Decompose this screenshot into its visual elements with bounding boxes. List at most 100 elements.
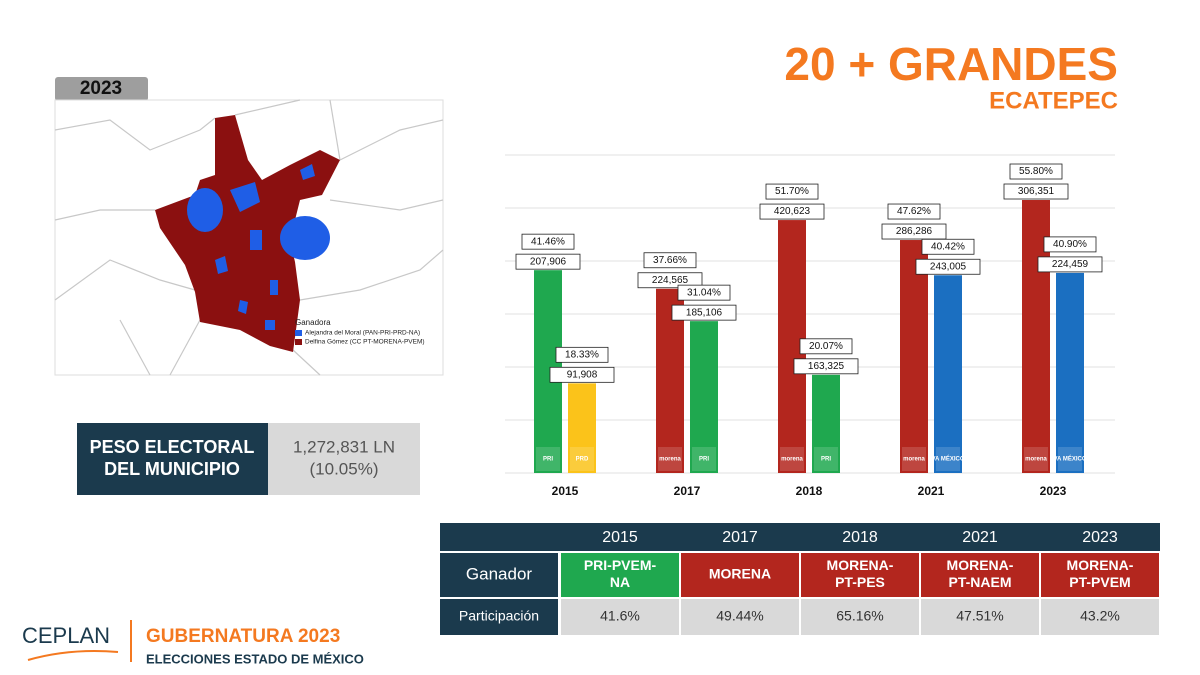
results-table: 2015 2017 2018 2021 2023 Ganador PRI-PVEM-NA MO… xyxy=(440,523,1160,635)
votes-label: 420,623 xyxy=(774,206,811,217)
pct-box xyxy=(521,233,575,250)
badge: 2023 xyxy=(80,78,122,99)
x-tick-label: 2021 xyxy=(918,484,945,498)
cell-bg xyxy=(921,599,1039,635)
votes-box xyxy=(793,358,859,375)
cell-bg xyxy=(801,553,919,597)
row-label: Participación xyxy=(459,608,539,624)
x-tick-label: 2017 xyxy=(674,484,701,498)
pct-label: 51.70% xyxy=(775,186,809,197)
weight-label: PESO ELECTORAL xyxy=(90,437,255,457)
votes-box xyxy=(915,258,981,275)
weight-label-bg xyxy=(77,423,268,495)
legend-label: Alejandra del Moral (PAN-PRI-PRD-NA) xyxy=(305,330,420,337)
x-tick-label: 2023 xyxy=(1040,484,1067,498)
table-header-bg xyxy=(440,523,1160,551)
cell-text: PT-PES xyxy=(835,574,885,590)
party-logo: VA MÉXICO xyxy=(931,455,964,463)
pct-box xyxy=(643,252,697,269)
party-logo: morena xyxy=(659,457,681,463)
pct-label: 41.46% xyxy=(531,236,565,247)
map-blue xyxy=(280,216,330,260)
votes-box xyxy=(881,223,947,240)
title: 20 + GRANDES xyxy=(784,38,1118,90)
cell-text: MORENA xyxy=(709,566,771,582)
pct-box xyxy=(677,284,731,301)
votes-label: 286,286 xyxy=(896,226,933,237)
pct-box xyxy=(887,203,941,220)
column-header: 2021 xyxy=(962,529,998,546)
map-blue xyxy=(187,188,223,232)
footer-title: GUBERNATURA 2023 xyxy=(146,626,340,647)
legend-swatch xyxy=(295,339,302,345)
party-logo: morena xyxy=(781,457,803,463)
map-blue xyxy=(215,164,315,330)
weight-value: (10.05%) xyxy=(310,459,379,478)
bar xyxy=(934,275,962,473)
map-legend: Alejandra del Moral (PAN-PRI-PRD-NA) Delf… xyxy=(295,330,425,346)
logo-bg xyxy=(902,447,926,471)
party-logo: PRI xyxy=(543,457,553,463)
cell-bg xyxy=(681,553,799,597)
pct-box xyxy=(921,238,975,255)
bar xyxy=(900,240,928,473)
party-logo: PRD xyxy=(576,457,589,463)
pct-box xyxy=(799,338,853,355)
bar xyxy=(812,374,840,473)
x-tick-label: 2015 xyxy=(552,484,579,498)
row-label-bg xyxy=(440,599,558,635)
pct-box xyxy=(1009,163,1063,180)
cell-text: 49.44% xyxy=(716,608,763,624)
logo-bg xyxy=(1024,447,1048,471)
map xyxy=(54,99,444,376)
row-label: Ganador xyxy=(466,564,532,583)
column-header: 2023 xyxy=(1082,529,1118,546)
legend-swatch xyxy=(295,330,302,336)
votes-label: 185,106 xyxy=(686,307,723,318)
votes-label: 163,325 xyxy=(808,361,845,372)
cell-text: 43.2% xyxy=(1080,608,1120,624)
votes-box xyxy=(515,253,581,270)
bar xyxy=(568,383,596,473)
votes-label: 306,351 xyxy=(1018,186,1055,197)
votes-label: 91,908 xyxy=(567,369,598,380)
pct-box xyxy=(555,346,609,363)
weight-value: 1,272,831 LN xyxy=(293,437,395,456)
votes-box xyxy=(549,366,615,383)
pct-label: 47.62% xyxy=(897,206,931,217)
party-logo: PRI xyxy=(699,457,709,463)
cell-text: NA xyxy=(610,574,630,590)
logo-bg xyxy=(780,447,804,471)
cell-text: MORENA- xyxy=(1067,557,1134,573)
pct-label: 40.90% xyxy=(1053,239,1087,250)
pct-label: 55.80% xyxy=(1019,166,1053,177)
bar-chart: 2015 PRI 207,906 41.46% PRD 91,908 18.33% 2017 m… xyxy=(505,154,1115,498)
party-logo: PRI xyxy=(821,457,831,463)
cell-text: 41.6% xyxy=(600,608,640,624)
column-header: 2015 xyxy=(602,529,638,546)
pct-label: 20.07% xyxy=(809,341,843,352)
votes-label: 224,459 xyxy=(1052,259,1089,270)
pct-box xyxy=(1043,236,1097,253)
cell-bg xyxy=(1041,553,1159,597)
column-header: 2018 xyxy=(842,529,878,546)
logo-bg xyxy=(536,447,560,471)
weight-value-bg xyxy=(268,423,420,495)
cell-bg xyxy=(561,599,679,635)
cell-text: PRI-PVEM- xyxy=(584,557,657,573)
pct-label: 18.33% xyxy=(565,349,599,360)
cell-text: 47.51% xyxy=(956,608,1003,624)
cell-text: MORENA- xyxy=(947,557,1014,573)
party-logo: VA MÉXICO xyxy=(1053,455,1086,463)
votes-box xyxy=(1003,183,1069,200)
party-logo: morena xyxy=(1025,457,1047,463)
logo-bg xyxy=(814,447,838,471)
map-boundaries xyxy=(54,99,444,376)
cell-text: PT-NAEM xyxy=(949,574,1012,590)
votes-label: 243,005 xyxy=(930,261,967,272)
logo-bg xyxy=(570,447,594,471)
cell-text: 65.16% xyxy=(836,608,883,624)
pct-box xyxy=(765,183,819,200)
